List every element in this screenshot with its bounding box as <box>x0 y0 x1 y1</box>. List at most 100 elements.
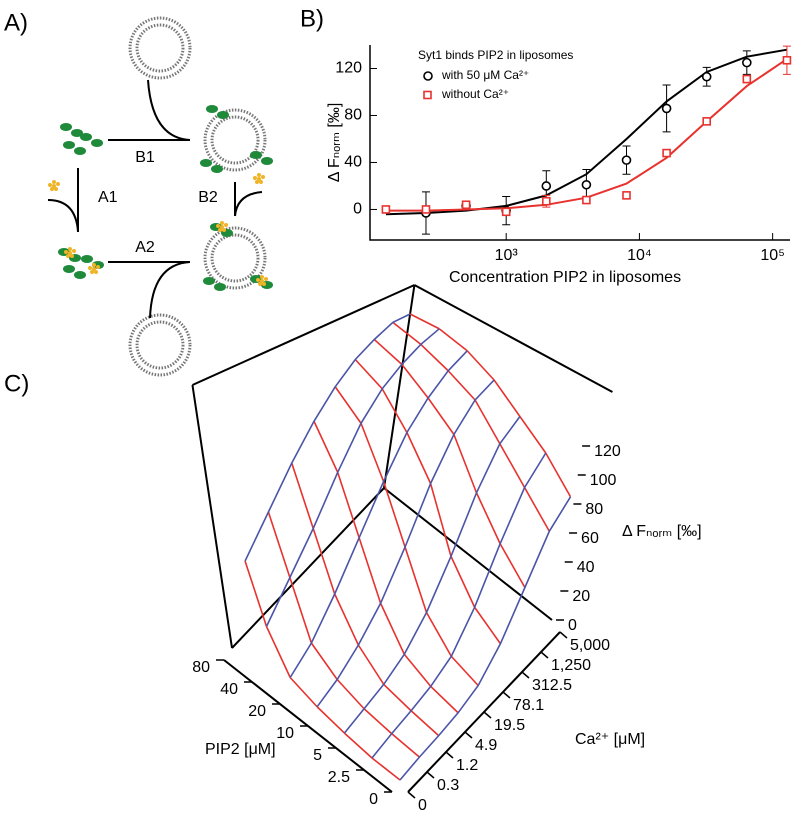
surface-column <box>519 416 547 454</box>
z-tick-label: 80 <box>585 501 603 518</box>
y-tick-label: 120 <box>335 60 362 77</box>
surface-column <box>313 420 339 473</box>
point <box>582 195 591 205</box>
surface-column <box>420 343 449 372</box>
legend-label: with 50 μM Ca²⁺ <box>441 68 529 82</box>
y-tick <box>407 791 416 799</box>
x-tick-label: 10⁴ <box>627 247 652 264</box>
surface-column <box>381 388 408 433</box>
surface-row <box>265 328 440 627</box>
surface-column <box>379 602 405 655</box>
surface-column <box>391 733 420 758</box>
surface-column <box>430 685 459 714</box>
surface-column <box>427 397 455 435</box>
surface-row <box>343 416 521 734</box>
surface-column <box>360 422 385 482</box>
surface-column <box>312 528 336 595</box>
legend-marker <box>423 71 433 81</box>
x-tick-label: 80 <box>192 659 210 676</box>
y-tick <box>559 631 568 639</box>
step-label: B1 <box>135 149 155 166</box>
point <box>742 74 752 84</box>
surface-column <box>358 537 382 604</box>
surface-column <box>334 386 362 424</box>
point <box>581 179 592 190</box>
surface-column <box>363 708 393 735</box>
y-tick-label: 80 <box>344 107 362 124</box>
surface-column <box>425 612 452 657</box>
surface-column <box>474 399 501 445</box>
surface-column <box>499 543 526 588</box>
surface-column <box>466 350 495 381</box>
y-tick <box>445 751 454 759</box>
x-tick-label: 10³ <box>495 247 519 264</box>
y-tick <box>464 731 473 739</box>
y-tick-label: 1.2 <box>456 757 478 774</box>
surface-column <box>475 492 501 545</box>
surface-column <box>343 732 373 759</box>
legend-label: without Ca²⁺ <box>441 87 509 101</box>
surface-column <box>371 757 401 781</box>
y-tick-label: 312.5 <box>532 677 572 694</box>
y-tick <box>521 671 530 679</box>
z-tick-label: 40 <box>577 559 595 576</box>
surface-row <box>399 496 572 781</box>
surface-row <box>289 350 468 678</box>
point <box>381 205 391 214</box>
surface-column <box>450 655 479 687</box>
y-tick-label: 0 <box>353 201 362 218</box>
legend-title: Syt1 binds PIP2 in liposomes <box>418 48 573 62</box>
point <box>622 191 631 200</box>
y-tick <box>483 711 492 719</box>
surface-column <box>316 706 345 734</box>
z-tick-label: 0 <box>568 617 577 634</box>
step-label: A2 <box>135 239 155 256</box>
point <box>621 155 632 165</box>
surface-column <box>523 487 551 532</box>
surface-column <box>336 678 365 710</box>
y-tick <box>540 651 549 659</box>
point <box>421 205 431 214</box>
point <box>662 148 671 158</box>
surface-column <box>453 434 478 494</box>
surface-column <box>406 432 432 484</box>
point <box>701 71 712 82</box>
y-tick-label: 5,000 <box>570 637 610 654</box>
axis-line <box>223 631 561 793</box>
point <box>541 181 552 191</box>
surface-column <box>290 462 314 529</box>
y-tick-label: 40 <box>344 154 362 171</box>
y-tick-label: 19.5 <box>494 717 525 734</box>
legend-marker <box>423 90 432 100</box>
z-tick-label: 100 <box>590 472 617 489</box>
surface-column <box>403 653 432 687</box>
surface-column <box>354 358 383 390</box>
point <box>702 117 712 126</box>
y-tick-label: 1,250 <box>551 657 591 674</box>
point <box>541 196 551 206</box>
surface-column <box>493 379 521 417</box>
surface-column <box>429 483 452 557</box>
surface-row <box>244 313 411 562</box>
y-tick-label: 78.1 <box>513 697 544 714</box>
surface-column <box>450 555 476 608</box>
y-tick-label: 0 <box>418 797 427 814</box>
surface-column <box>545 452 572 498</box>
surface-column <box>473 606 502 645</box>
surface-row <box>316 379 495 708</box>
surface-column <box>289 676 318 708</box>
surface-column <box>404 546 428 613</box>
point <box>501 207 511 217</box>
surface-column <box>310 642 338 680</box>
surface-column <box>392 321 422 346</box>
y-tick-label: 4.9 <box>475 737 497 754</box>
y-tick-label: 0.3 <box>437 777 459 794</box>
y-tick <box>502 691 511 699</box>
x-tick-label: 20 <box>248 703 266 720</box>
point <box>782 55 792 65</box>
surface-column <box>336 472 360 538</box>
x-tick-label: 40 <box>220 681 238 698</box>
x-tick-label: 0 <box>369 791 378 808</box>
y-axis-title: Ca²⁺ [μM] <box>575 731 645 748</box>
point <box>661 103 672 114</box>
